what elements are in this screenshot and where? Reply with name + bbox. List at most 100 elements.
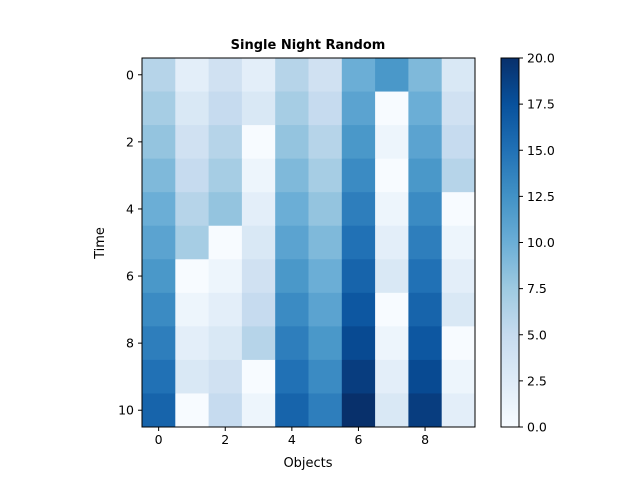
heatmap-cell <box>375 58 409 93</box>
heatmap-cell <box>175 259 210 294</box>
heatmap-cell <box>341 125 376 160</box>
heatmap-cell <box>208 393 243 428</box>
heatmap-cell <box>241 393 276 428</box>
y-tick-label: 0 <box>126 67 134 82</box>
heatmap-cell <box>441 359 476 394</box>
heatmap-cell <box>375 158 409 193</box>
heatmap-cell <box>408 158 443 193</box>
heatmap-cell <box>175 326 210 361</box>
heatmap-cell <box>275 359 309 394</box>
heatmap-cell <box>308 58 343 93</box>
heatmap-cell <box>308 125 343 160</box>
heatmap-cell <box>208 58 243 93</box>
heatmap-cell <box>175 158 210 193</box>
heatmap-cell <box>241 225 276 260</box>
heatmap-cell <box>341 58 376 93</box>
heatmap-cell <box>408 58 443 93</box>
heatmap-cell <box>375 359 409 394</box>
heatmap-cell <box>441 225 476 260</box>
heatmap-cell <box>441 259 476 294</box>
heatmap-cell <box>408 125 443 160</box>
heatmap-cell <box>175 359 210 394</box>
y-tick-label: 2 <box>126 134 134 149</box>
colorbar-tick-label: 20.0 <box>527 51 555 66</box>
heatmap-cell <box>408 326 443 361</box>
heatmap-cell <box>441 158 476 193</box>
heatmap-cell <box>142 359 176 394</box>
x-tick-label: 4 <box>288 432 296 447</box>
heatmap-cell <box>341 91 376 126</box>
heatmap-cell <box>308 158 343 193</box>
heatmap-cell <box>408 91 443 126</box>
colorbar-tick-label: 17.5 <box>527 97 555 112</box>
x-tick-label: 2 <box>221 432 229 447</box>
heatmap-cell <box>275 326 309 361</box>
heatmap-cell <box>275 259 309 294</box>
heatmap-cell <box>308 259 343 294</box>
heatmap-cell <box>175 393 210 428</box>
x-axis-ticks: 0 2 4 6 8 <box>155 427 429 447</box>
heatmap-cell <box>275 393 309 428</box>
heatmap-cell <box>142 58 176 93</box>
heatmap-cell <box>142 91 176 126</box>
heatmap-cell <box>208 125 243 160</box>
heatmap-cell <box>175 292 210 327</box>
heatmap-cell <box>208 292 243 327</box>
heatmap-cell <box>208 225 243 260</box>
heatmap-cell <box>241 58 276 93</box>
x-axis-label: Objects <box>283 456 332 471</box>
heatmap-cell <box>375 292 409 327</box>
colorbar-tick-label: 5.0 <box>527 327 547 342</box>
colorbar-ticks: 0.0 2.5 5.0 7.5 10.0 12.5 15.0 17.5 20.0 <box>519 51 555 435</box>
colorbar-tick-label: 10.0 <box>527 235 555 250</box>
y-tick-label: 6 <box>126 269 134 284</box>
heatmap-cell <box>441 393 476 428</box>
heatmap-cell <box>275 125 309 160</box>
heatmap-cell <box>341 158 376 193</box>
heatmap-cell <box>142 292 176 327</box>
heatmap-cell <box>308 292 343 327</box>
heatmap-cell <box>341 393 376 428</box>
heatmap-cell <box>408 192 443 227</box>
heatmap-cell <box>241 292 276 327</box>
colorbar-tick-label: 0.0 <box>527 420 547 435</box>
y-axis-ticks: 0 2 4 6 8 10 <box>118 67 142 418</box>
heatmap-cell <box>208 259 243 294</box>
colorbar-tick-label: 2.5 <box>527 373 547 388</box>
heatmap-cell <box>341 359 376 394</box>
heatmap-cell <box>441 58 476 93</box>
y-tick-label: 4 <box>126 201 134 216</box>
heatmap-cell <box>275 225 309 260</box>
heatmap-cell <box>375 225 409 260</box>
heatmap-cell <box>308 393 343 428</box>
heatmap-cells <box>142 58 476 428</box>
heatmap-cell <box>241 259 276 294</box>
y-axis-label: Time <box>93 227 108 260</box>
heatmap-cell <box>441 192 476 227</box>
x-tick-label: 0 <box>155 432 163 447</box>
heatmap-cell <box>375 259 409 294</box>
heatmap-cell <box>208 158 243 193</box>
colorbar-tick-label: 12.5 <box>527 189 555 204</box>
heatmap-cell <box>441 326 476 361</box>
heatmap-cell <box>408 359 443 394</box>
heatmap-cell <box>275 292 309 327</box>
heatmap-cell <box>375 91 409 126</box>
heatmap-cell <box>275 192 309 227</box>
chart-title: Single Night Random <box>231 38 386 53</box>
heatmap-cell <box>375 125 409 160</box>
heatmap-cell <box>441 91 476 126</box>
heatmap-cell <box>341 225 376 260</box>
heatmap-cell <box>341 259 376 294</box>
colorbar <box>500 57 520 428</box>
heatmap-cell <box>275 158 309 193</box>
heatmap-cell <box>275 91 309 126</box>
heatmap-cell <box>142 225 176 260</box>
plot-frame <box>141 57 476 428</box>
x-tick-label: 8 <box>421 432 429 447</box>
heatmap-cell <box>341 192 376 227</box>
heatmap-cell <box>175 91 210 126</box>
x-tick-label: 6 <box>354 432 362 447</box>
heatmap-cell <box>241 192 276 227</box>
